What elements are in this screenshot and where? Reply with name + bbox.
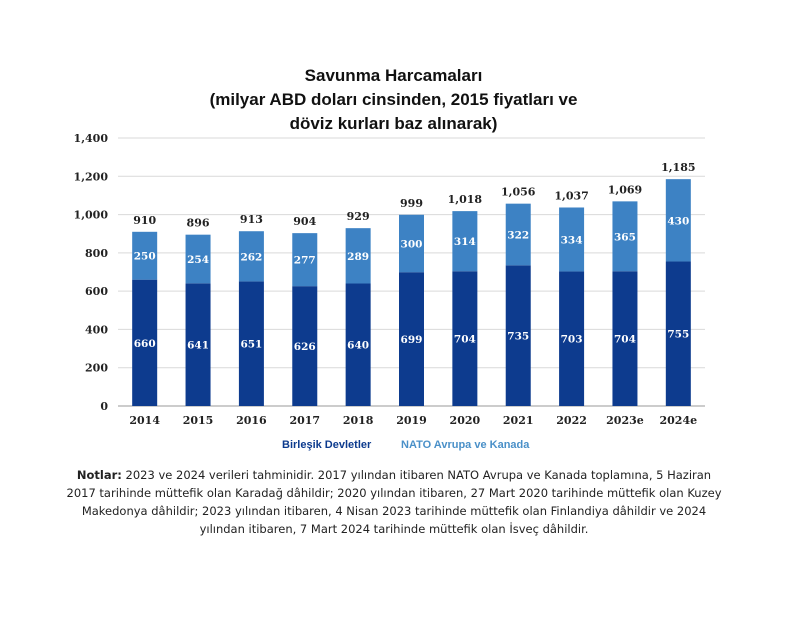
y-tick-label: 400: [85, 323, 108, 336]
data-label-europe-canada: 250: [134, 251, 156, 263]
data-label-us: 735: [507, 331, 529, 343]
data-label-europe-canada: 430: [667, 215, 689, 227]
data-label-us: 699: [401, 334, 423, 346]
bar-segment-us: [292, 286, 318, 406]
x-tick-label: 2015: [183, 414, 214, 427]
y-tick-label: 200: [85, 362, 108, 375]
bar-segment-europe-canada: [399, 214, 424, 273]
y-tick-label: 1,200: [74, 170, 109, 183]
x-tick-label: 2018: [343, 414, 374, 427]
y-tick-label: 1,400: [74, 132, 109, 145]
bar-segment-europe-canada: [665, 179, 691, 262]
x-tick-label: 2014: [129, 414, 160, 427]
data-label-europe-canada: 322: [507, 229, 529, 241]
bar-segment-europe-canada: [132, 231, 158, 280]
x-tick-label: 2024e: [660, 414, 698, 427]
data-label-europe-canada: 254: [187, 254, 209, 266]
x-tick-label: 2023e: [606, 414, 644, 427]
bar-segment-europe-canada: [505, 203, 531, 266]
data-label-total: 904: [293, 215, 316, 228]
bar-segment-europe-canada: [185, 234, 211, 284]
x-tick-label: 2017: [289, 414, 320, 427]
data-label-total: 1,056: [501, 186, 536, 199]
bar-segment-europe-canada: [292, 233, 318, 287]
y-tick-label: 600: [85, 285, 108, 298]
data-label-us: 626: [294, 341, 316, 353]
bar-segment-us: [665, 261, 691, 406]
y-tick-label: 800: [85, 247, 108, 260]
bar-segment-us: [185, 283, 211, 406]
data-label-total: 913: [240, 213, 263, 226]
chart-title-line-2: (milyar ABD doları cinsinden, 2015 fiyat…: [209, 90, 578, 109]
y-tick-label: 1,000: [74, 209, 109, 222]
data-label-total: 929: [347, 210, 370, 223]
bar-segment-us: [505, 265, 531, 406]
data-label-us: 755: [667, 329, 689, 341]
data-label-us: 704: [614, 334, 636, 346]
notes-text: 2023 ve 2024 verileri tahminidir. 2017 y…: [66, 468, 722, 536]
chart-title: Savunma Harcamaları (milyar ABD doları c…: [0, 64, 787, 136]
bar-segment-us: [559, 271, 585, 406]
data-label-total: 999: [400, 197, 423, 210]
data-label-total: 1,069: [608, 183, 642, 196]
x-tick-label: 2019: [396, 414, 427, 427]
x-tick-label: 2016: [236, 414, 267, 427]
data-label-europe-canada: 314: [454, 236, 476, 248]
bar-segment-us: [238, 281, 264, 406]
y-tick-label: 0: [100, 400, 108, 413]
data-label-us: 651: [240, 339, 262, 351]
data-label-us: 641: [187, 340, 209, 352]
bar-segment-us: [399, 272, 424, 406]
data-label-total: 1,185: [661, 161, 695, 174]
notes: Notlar: 2023 ve 2024 verileri tahminidir…: [62, 466, 726, 538]
bar-segment-europe-canada: [238, 231, 264, 282]
bar-segment-europe-canada: [612, 201, 638, 272]
data-label-europe-canada: 334: [561, 234, 583, 246]
data-label-us: 704: [454, 334, 476, 346]
data-label-europe-canada: 365: [614, 231, 636, 243]
data-label-europe-canada: 277: [294, 255, 316, 267]
bar-segment-europe-canada: [345, 228, 371, 284]
legend-item-europe-canada: NATO Avrupa ve Kanada: [401, 439, 530, 451]
data-label-us: 660: [134, 338, 156, 350]
x-tick-label: 2022: [556, 414, 587, 427]
data-label-total: 910: [133, 214, 156, 227]
bar-segment-us: [132, 279, 158, 406]
bar-segment-europe-canada: [452, 211, 478, 272]
data-label-total: 1,037: [554, 189, 588, 202]
data-label-us: 640: [347, 340, 369, 352]
x-tick-label: 2020: [450, 414, 481, 427]
bar-segment-us: [452, 271, 478, 406]
data-label-total: 896: [187, 217, 210, 230]
data-label-europe-canada: 289: [347, 251, 369, 263]
data-label-europe-canada: 300: [401, 238, 423, 250]
data-label-total: 1,018: [448, 193, 483, 206]
x-tick-label: 2021: [503, 414, 534, 427]
notes-label: Notlar:: [76, 468, 122, 482]
stacked-bar-chart: 0 200 400 600 800 1,000 1,200 1,400 660 250 910 201…: [74, 132, 705, 451]
bar-segment-us: [612, 271, 638, 406]
chart-title-line-1: Savunma Harcamaları: [304, 66, 483, 85]
data-label-europe-canada: 262: [240, 251, 262, 263]
bar-segment-us: [345, 283, 371, 406]
legend-item-us: Birleşik Devletler: [282, 439, 372, 451]
chart-title-line-3: döviz kurları baz alınarak): [289, 114, 498, 133]
data-label-us: 703: [561, 334, 583, 346]
bar-segment-europe-canada: [559, 207, 585, 272]
